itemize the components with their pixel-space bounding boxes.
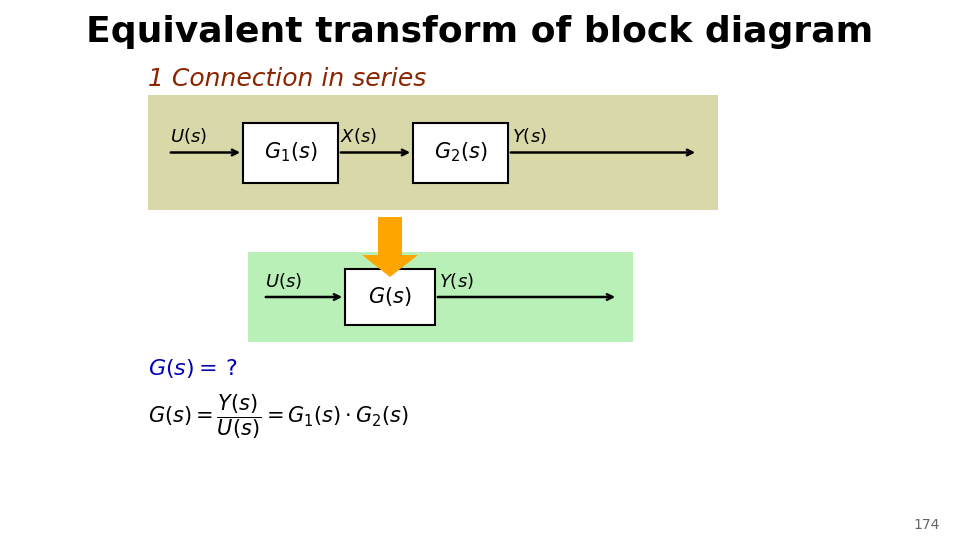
Text: Equivalent transform of block diagram: Equivalent transform of block diagram bbox=[86, 15, 874, 49]
Text: $G_1(s)$: $G_1(s)$ bbox=[264, 141, 317, 164]
Text: $G(s)$: $G(s)$ bbox=[369, 286, 412, 308]
Text: $G(s)=\,?$: $G(s)=\,?$ bbox=[148, 357, 237, 380]
Polygon shape bbox=[378, 217, 402, 255]
Text: $Y(s)$: $Y(s)$ bbox=[439, 271, 474, 291]
FancyBboxPatch shape bbox=[248, 252, 633, 342]
Text: $Y(s)$: $Y(s)$ bbox=[512, 126, 547, 146]
Text: $U(s)$: $U(s)$ bbox=[170, 126, 207, 146]
Text: 1 Connection in series: 1 Connection in series bbox=[148, 67, 426, 91]
FancyBboxPatch shape bbox=[345, 269, 435, 325]
Text: $X(s)$: $X(s)$ bbox=[340, 126, 377, 146]
Text: $U(s)$: $U(s)$ bbox=[265, 271, 302, 291]
Text: $G_2(s)$: $G_2(s)$ bbox=[434, 141, 488, 164]
Text: $G(s)=\dfrac{Y(s)}{U(s)}=G_1(s)\cdot G_2(s)$: $G(s)=\dfrac{Y(s)}{U(s)}=G_1(s)\cdot G_2… bbox=[148, 392, 409, 441]
Text: 174: 174 bbox=[914, 518, 940, 532]
FancyBboxPatch shape bbox=[243, 123, 338, 183]
FancyBboxPatch shape bbox=[413, 123, 508, 183]
FancyBboxPatch shape bbox=[148, 95, 718, 210]
Polygon shape bbox=[362, 255, 418, 277]
